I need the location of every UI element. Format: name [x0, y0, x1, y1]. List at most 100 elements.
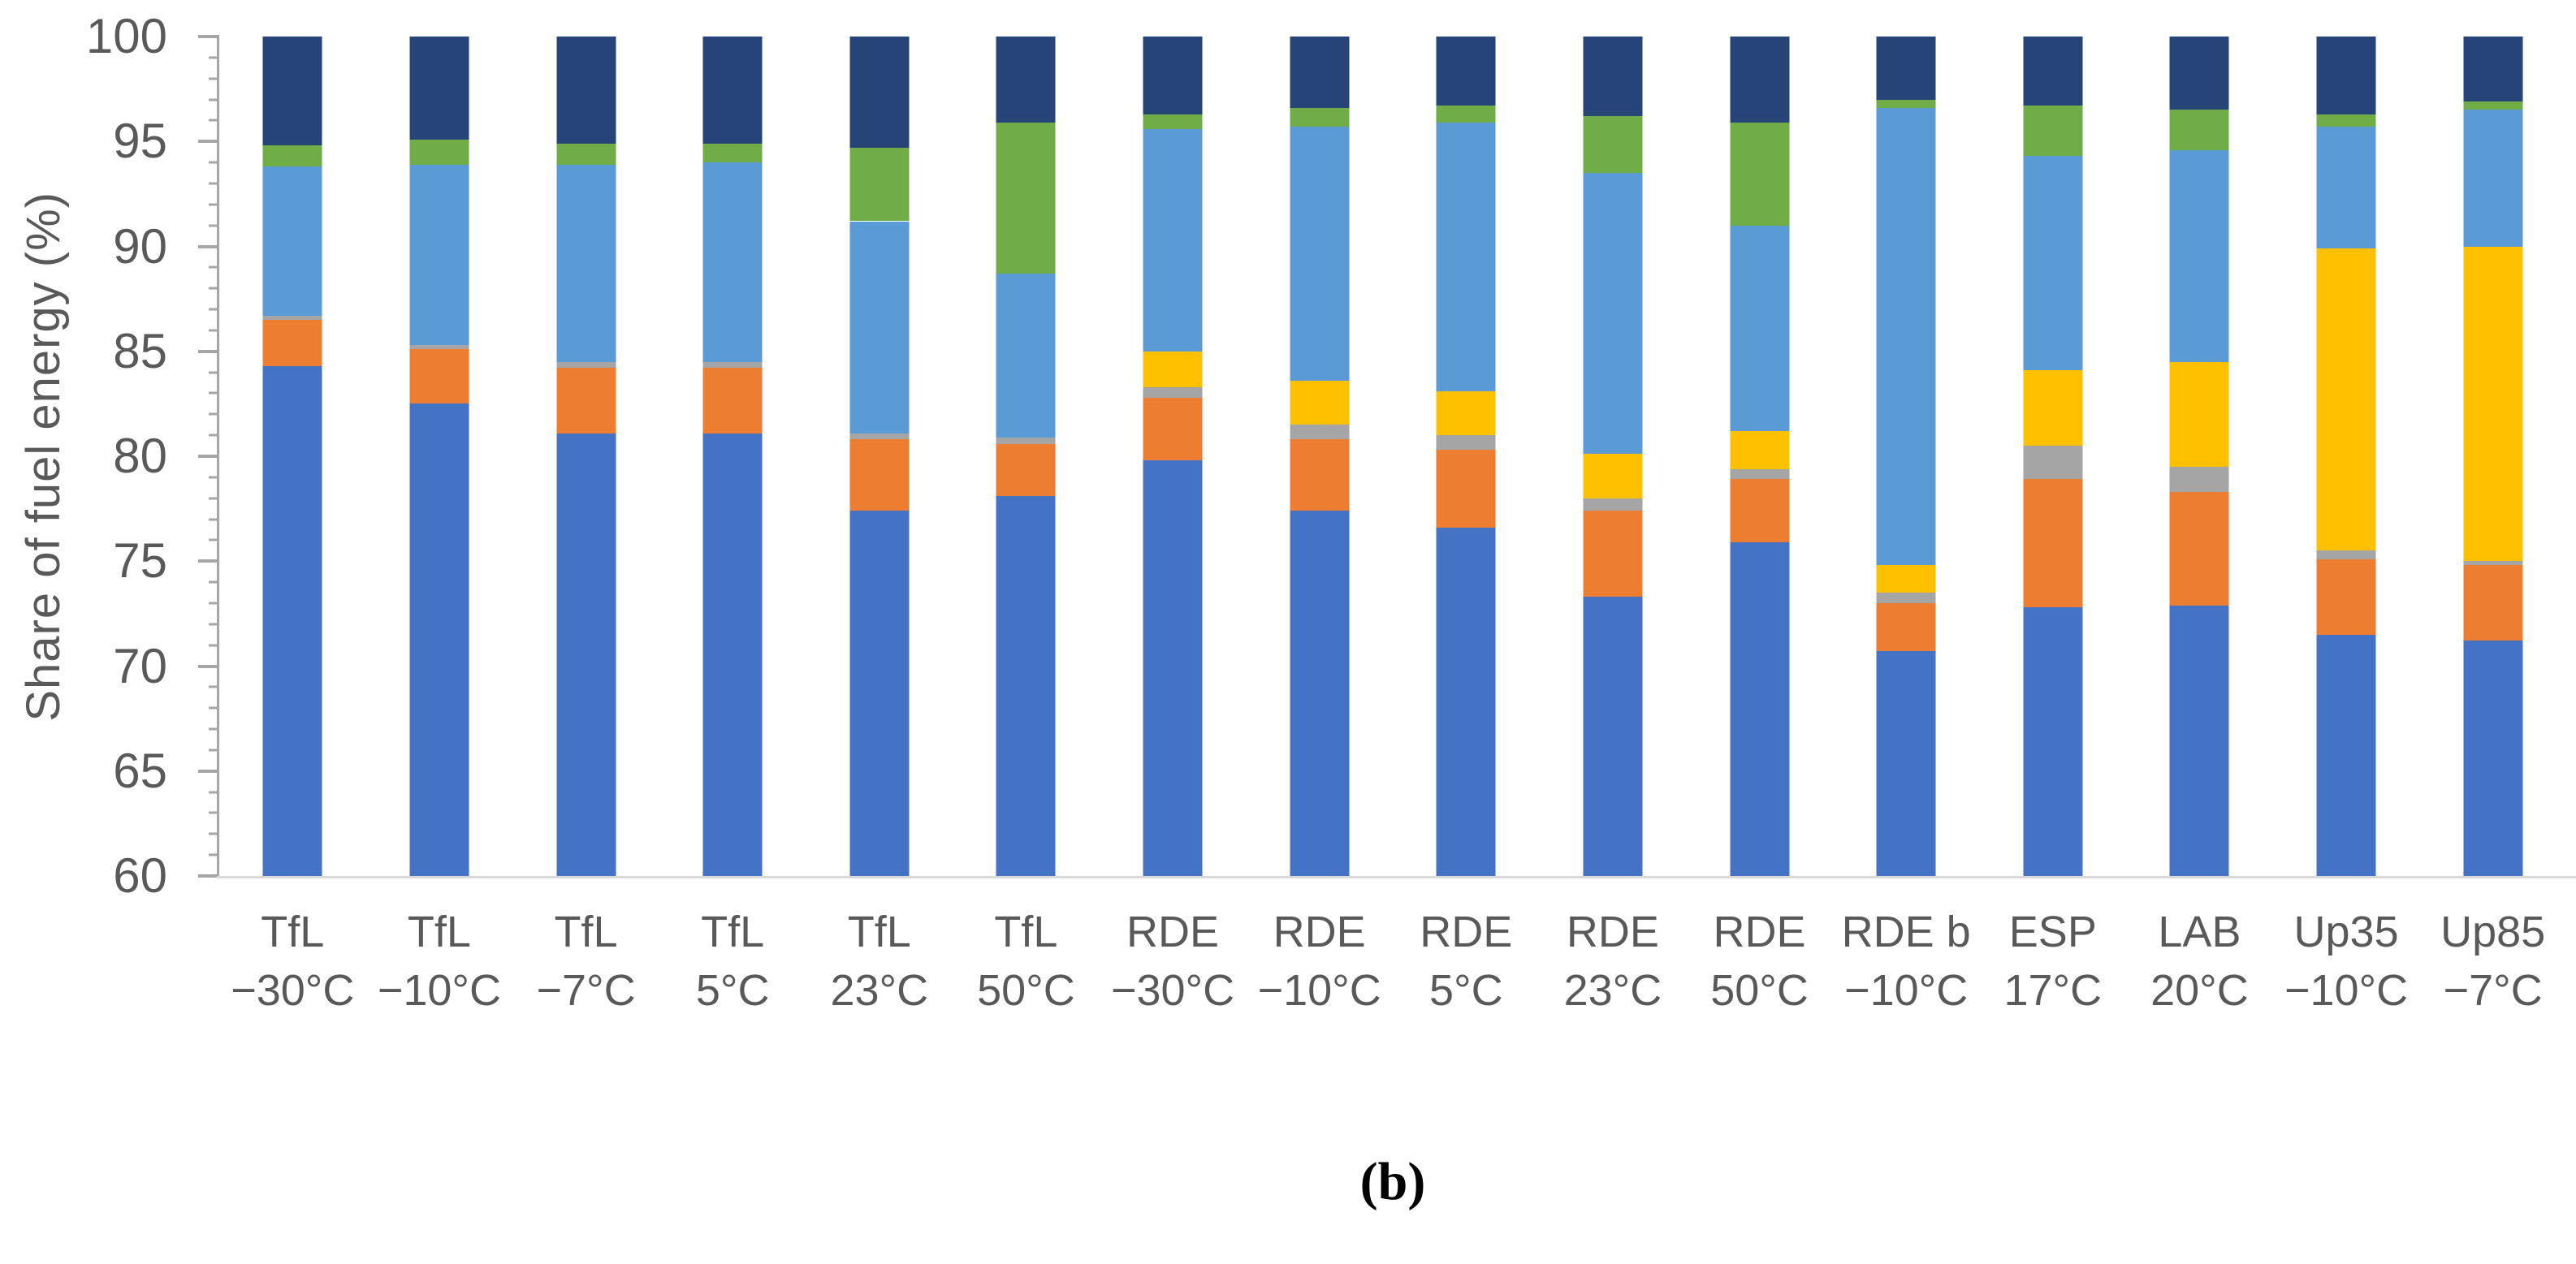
category-label-temperature: −10°C: [2284, 966, 2409, 1015]
bar-segment-light-blue: [1876, 107, 1936, 566]
category-label-temperature: −7°C: [2443, 966, 2543, 1015]
category-label-name: Up35: [2293, 908, 2399, 956]
bar-segment-light-blue: [1290, 127, 1350, 381]
category-label: TfL 50°C: [953, 903, 1100, 1020]
y-minor-tick: [209, 497, 219, 500]
bar-segment-green: [2463, 101, 2523, 110]
bar-segment-light-blue: [1583, 173, 1643, 455]
y-major-tick: [198, 874, 219, 878]
bar-segment-dark-blue: [262, 37, 322, 146]
bar-segment-light-blue: [556, 164, 616, 362]
bar-segment-light-blue: [702, 162, 763, 362]
y-minor-tick: [209, 119, 219, 122]
bar-segment-green: [1730, 123, 1790, 226]
category-label-name: RDE: [1273, 908, 1366, 956]
figure-caption: (b): [1359, 1152, 1426, 1211]
bar-segment-green: [2316, 114, 2376, 127]
y-minor-tick: [209, 224, 219, 227]
bar-segment-light-blue: [1730, 225, 1790, 431]
bar-segment-yellow: [1583, 454, 1643, 498]
y-minor-tick: [209, 853, 219, 856]
bar-segment-dark-blue: [1436, 37, 1496, 106]
bar-segment-dark-blue: [702, 37, 763, 144]
bar-segment-green: [1876, 99, 1936, 108]
bar-segment-dark-blue: [996, 37, 1056, 123]
bar-segment-green: [1143, 114, 1203, 129]
y-tick-label: 90: [113, 218, 167, 274]
y-minor-tick: [209, 476, 219, 479]
category-label: RDE 23°C: [1540, 903, 1687, 1020]
category-label-temperature: 50°C: [1710, 966, 1809, 1015]
bar-segment-orange: [702, 368, 763, 434]
y-tick-label: 75: [113, 533, 167, 589]
y-axis-line: [217, 37, 219, 876]
bar-segment-gray: [409, 345, 469, 350]
bar-segment-light-blue: [1143, 128, 1203, 352]
bar-segment-dark-blue: [2023, 37, 2083, 106]
y-minor-tick: [209, 685, 219, 688]
bar-segment-blue: [556, 433, 616, 876]
y-minor-tick: [209, 518, 219, 521]
y-tick-label: 95: [113, 114, 167, 169]
category-label-temperature: −7°C: [536, 966, 636, 1015]
bar-segment-green: [1290, 107, 1350, 127]
x-axis-labels: TfL −30°C TfL −10°C TfL −7°C TfL 5°C TfL 23°C TfL 5…: [219, 903, 2566, 1020]
bar-segment-light-blue: [2316, 127, 2376, 249]
bar-segment-gray: [702, 361, 763, 369]
y-minor-tick: [209, 391, 219, 395]
bar-segment-yellow: [2463, 246, 2523, 562]
category-label-temperature: 23°C: [830, 966, 929, 1015]
bar-slot: [1246, 37, 1393, 876]
stacked-bar-TfL-5°C: [702, 37, 763, 876]
y-minor-tick: [209, 706, 219, 710]
bar-segment-blue: [2463, 641, 2523, 876]
category-label-name: TfL: [261, 908, 325, 956]
y-tick-label: 65: [113, 743, 167, 798]
category-label-temperature: −30°C: [1110, 966, 1235, 1015]
bar-segment-blue: [2169, 605, 2229, 876]
stacked-bar-Up85-−7°C: [2463, 37, 2523, 876]
category-label: TfL 5°C: [659, 903, 806, 1020]
category-label: RDE 5°C: [1393, 903, 1540, 1020]
bar-segment-gray: [849, 433, 910, 440]
category-label-name: RDE: [1713, 908, 1806, 956]
bar-slot: [366, 37, 513, 876]
bar-segment-dark-blue: [849, 37, 910, 149]
category-label-name: ESP: [2008, 908, 2097, 956]
bar-slot: [1686, 37, 1833, 876]
bar-segment-yellow: [1876, 565, 1936, 593]
bar-segment-dark-blue: [2463, 37, 2523, 102]
y-minor-tick: [209, 329, 219, 332]
bar-segment-orange: [1290, 439, 1350, 511]
bar-segment-dark-blue: [556, 37, 616, 144]
category-label: RDE −10°C: [1246, 903, 1393, 1020]
y-minor-tick: [209, 287, 219, 290]
stacked-bar-RDE-b-−10°C: [1876, 37, 1936, 876]
bar-segment-light-blue: [2023, 156, 2083, 371]
bar-slot: [1980, 37, 2127, 876]
bar-segment-gray: [2316, 550, 2376, 559]
stacked-bar-RDE-5°C: [1436, 37, 1496, 876]
bar-segment-blue: [1143, 460, 1203, 876]
y-major-tick: [198, 455, 219, 458]
category-label: RDE b −10°C: [1833, 903, 1980, 1020]
bar-segment-green: [1436, 106, 1496, 123]
category-label-name: RDE: [1126, 908, 1220, 956]
stacked-bar-RDE-23°C: [1583, 37, 1643, 876]
y-minor-tick: [209, 791, 219, 794]
y-minor-tick: [209, 98, 219, 101]
y-minor-tick: [209, 602, 219, 605]
bar-segment-blue: [2023, 607, 2083, 876]
y-minor-tick: [209, 580, 219, 584]
category-label-temperature: 20°C: [2150, 966, 2249, 1015]
category-label-name: RDE: [1566, 908, 1659, 956]
category-label: TfL −30°C: [219, 903, 366, 1020]
bar-segment-light-blue: [1436, 123, 1496, 391]
bar-segment-blue: [409, 403, 469, 876]
bar-segment-dark-blue: [1583, 37, 1643, 117]
bar-segment-orange: [1730, 479, 1790, 542]
bar-segment-orange: [1583, 511, 1643, 597]
bar-segment-orange: [262, 320, 322, 366]
y-major-tick: [198, 349, 219, 353]
stacked-bar-TfL-−10°C: [409, 37, 469, 876]
